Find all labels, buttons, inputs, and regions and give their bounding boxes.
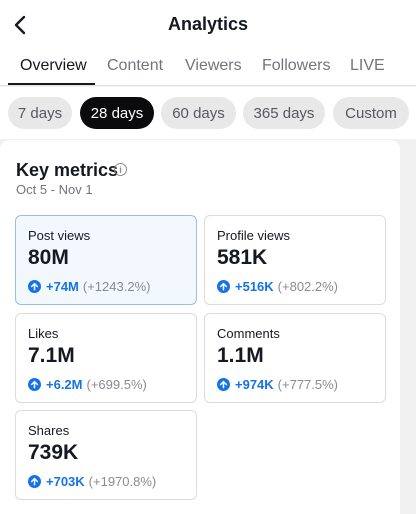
metric-change-abs: +74M	[46, 279, 79, 294]
key-metrics-title: Key metrics	[16, 160, 119, 180]
metric-value: 7.1M	[28, 344, 75, 367]
metric-value: 1.1M	[217, 344, 264, 367]
metric-label: Post views	[28, 228, 91, 243]
tab-bar: Overview Content Viewers Followers LIVE	[0, 50, 416, 86]
tab-content[interactable]: Content	[107, 57, 164, 74]
metric-change: +74M (+1243.2%)	[28, 279, 150, 294]
tab-live[interactable]: LIVE	[350, 57, 385, 74]
metric-change: +703K (+1970.8%)	[28, 474, 156, 489]
metric-change: +974K (+777.5%)	[217, 377, 338, 392]
metric-change-pct: (+1970.8%)	[88, 474, 157, 489]
arrow-up-icon	[217, 378, 230, 391]
info-icon[interactable]: i	[114, 163, 127, 176]
header: Analytics	[0, 0, 416, 50]
metric-change: +516K (+802.2%)	[217, 279, 338, 294]
date-range-label: Oct 5 - Nov 1	[16, 182, 93, 197]
metric-change-pct: (+699.5%)	[86, 377, 147, 392]
metric-card-post-views[interactable]: Post views 80M +74M (+1243.2%)	[15, 215, 197, 305]
metric-change: +6.2M (+699.5%)	[28, 377, 147, 392]
metric-label: Likes	[28, 326, 59, 341]
chevron-left-icon	[14, 15, 26, 35]
metric-change-pct: (+802.2%)	[277, 279, 339, 294]
metric-value: 581K	[217, 246, 268, 269]
back-button[interactable]	[4, 8, 36, 42]
range-chip-60-days[interactable]: 60 days	[161, 97, 236, 129]
active-tab-indicator	[8, 83, 95, 85]
range-chip-28-days[interactable]: 28 days	[80, 97, 154, 129]
arrow-up-icon	[28, 378, 41, 391]
tab-followers[interactable]: Followers	[262, 57, 331, 74]
metric-change-pct: (+777.5%)	[277, 377, 339, 392]
metric-label: Comments	[217, 326, 280, 341]
date-range-selector: 7 days 28 days 60 days 365 days Custom	[0, 87, 416, 139]
key-metrics-card: Key metrics i Oct 5 - Nov 1 Post views 8…	[0, 140, 400, 514]
metric-label: Shares	[28, 423, 70, 438]
metric-card-shares[interactable]: Shares 739K +703K (+1970.8%)	[15, 410, 197, 500]
metric-value: 739K	[28, 441, 79, 464]
arrow-up-icon	[28, 280, 41, 293]
range-chip-7-days[interactable]: 7 days	[8, 97, 72, 129]
range-chip-custom[interactable]: Custom	[333, 97, 409, 129]
tab-overview[interactable]: Overview	[20, 57, 87, 74]
page-title: Analytics	[167, 14, 249, 34]
metric-card-profile-views[interactable]: Profile views 581K +516K (+802.2%)	[204, 215, 386, 305]
metric-label: Profile views	[217, 228, 290, 243]
metric-value: 80M	[28, 246, 69, 269]
metric-change-abs: +6.2M	[46, 377, 83, 392]
metric-change-abs: +703K	[46, 474, 85, 489]
range-chip-365-days[interactable]: 365 days	[243, 97, 325, 129]
arrow-up-icon	[28, 475, 41, 488]
metric-change-abs: +516K	[235, 279, 274, 294]
arrow-up-icon	[217, 280, 230, 293]
metric-change-pct: (+1243.2%)	[82, 279, 151, 294]
metric-change-abs: +974K	[235, 377, 274, 392]
metric-card-comments[interactable]: Comments 1.1M +974K (+777.5%)	[204, 313, 386, 403]
metric-card-likes[interactable]: Likes 7.1M +6.2M (+699.5%)	[15, 313, 197, 403]
tab-viewers[interactable]: Viewers	[185, 57, 242, 74]
